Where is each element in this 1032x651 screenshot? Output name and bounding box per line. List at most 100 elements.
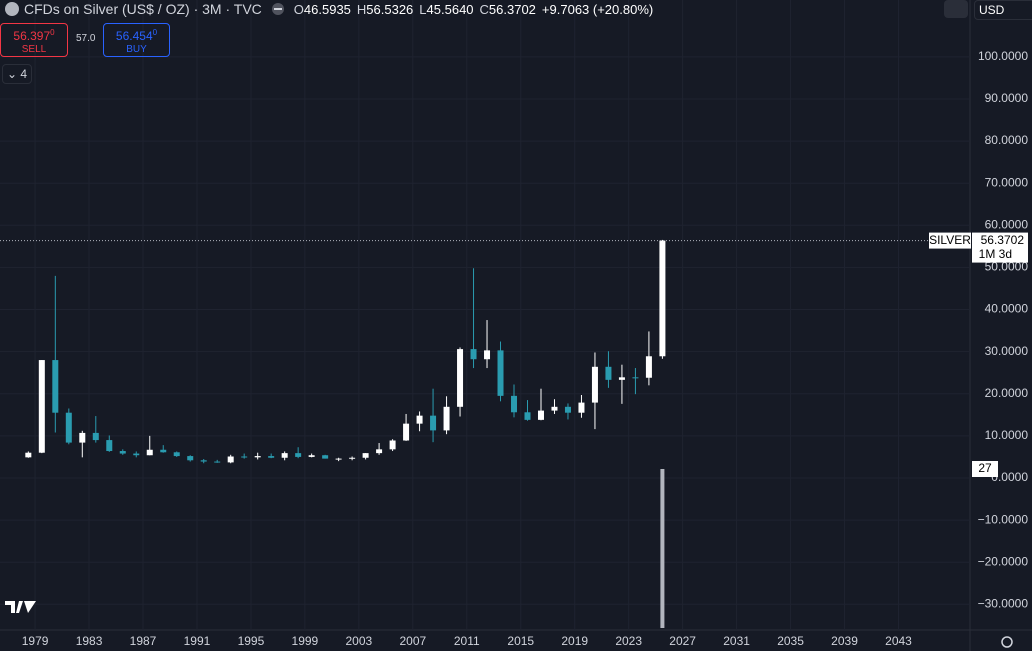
y-tick-label: 90.0000 bbox=[985, 91, 1029, 105]
y-tick-label: 40.0000 bbox=[985, 302, 1029, 316]
x-tick-label: 2015 bbox=[507, 634, 534, 648]
l-label: L bbox=[419, 1, 427, 17]
symbol-title: CFDs on Silver (US$ / OZ) · 3M · TVC bbox=[24, 1, 262, 17]
candle-body bbox=[605, 366, 612, 380]
candle-body bbox=[524, 412, 531, 420]
candle-body bbox=[645, 356, 652, 378]
candle-body bbox=[200, 460, 207, 462]
candle-body bbox=[187, 456, 194, 461]
candle-body bbox=[38, 360, 45, 453]
settings-icon[interactable] bbox=[1001, 636, 1013, 648]
x-tick-label: 2043 bbox=[885, 634, 912, 648]
candle-body bbox=[65, 412, 72, 443]
open-value: 46.5935 bbox=[303, 1, 351, 17]
c-label: C bbox=[479, 1, 489, 17]
candle-body bbox=[497, 350, 504, 396]
candle-body bbox=[214, 461, 221, 463]
change-value: +9.7063 (+20.80%) bbox=[541, 1, 654, 17]
x-tick-label: 2039 bbox=[831, 634, 858, 648]
sell-button[interactable]: 56.3970 SELL bbox=[0, 23, 68, 57]
candle-body bbox=[308, 455, 315, 457]
candle-body bbox=[659, 240, 666, 357]
spread: 57.0 bbox=[76, 33, 96, 44]
candle-body bbox=[511, 395, 518, 413]
candle-body bbox=[591, 366, 598, 403]
candle-body bbox=[173, 452, 180, 457]
candle-body bbox=[457, 349, 464, 407]
buy-price-row: 56.4540 bbox=[104, 26, 169, 43]
candle-body bbox=[618, 377, 625, 380]
candle-body bbox=[443, 406, 450, 431]
x-tick-label: 2011 bbox=[454, 634, 480, 648]
y-tick-label: 100.0000 bbox=[978, 49, 1028, 63]
currency-button[interactable]: USD bbox=[974, 0, 1032, 20]
buy-price: 56.454 bbox=[115, 29, 153, 43]
y-tick-label: 30.0000 bbox=[985, 344, 1029, 358]
candle-body bbox=[146, 449, 153, 456]
candle-body bbox=[416, 415, 423, 424]
candle-body bbox=[470, 349, 477, 360]
legend-bar: CFDs on Silver (US$ / OZ) · 3M · TVC O 46… bbox=[4, 0, 653, 18]
x-tick-label: 1987 bbox=[130, 634, 157, 648]
sell-fraction: 0 bbox=[50, 28, 55, 37]
candle-body bbox=[227, 456, 234, 463]
candle-body bbox=[268, 456, 275, 458]
candle-body bbox=[322, 455, 329, 459]
volume-label: 27 bbox=[978, 461, 992, 475]
buy-button[interactable]: 56.4540 BUY bbox=[103, 23, 170, 57]
y-tick-label: −30.0000 bbox=[978, 596, 1029, 610]
candle-body bbox=[484, 350, 491, 360]
indicator-count: 4 bbox=[20, 67, 28, 81]
y-tick-label: 0.0000 bbox=[991, 470, 1028, 484]
candle-body bbox=[79, 432, 86, 443]
x-tick-label: 1995 bbox=[238, 634, 265, 648]
x-tick-label: 1991 bbox=[184, 634, 211, 648]
candle-body bbox=[632, 377, 639, 379]
low-value: 45.5640 bbox=[426, 1, 474, 17]
x-tick-label: 1979 bbox=[22, 634, 49, 648]
chevron: ⌄ bbox=[6, 67, 21, 81]
candle-body bbox=[106, 440, 113, 452]
candle-body bbox=[389, 440, 396, 450]
candle-body bbox=[362, 453, 369, 458]
o-label: O bbox=[293, 1, 304, 17]
x-tick-label: 2035 bbox=[777, 634, 804, 648]
close-value: 56.3702 bbox=[488, 1, 536, 17]
eye-icon[interactable] bbox=[270, 2, 286, 16]
volume-bar bbox=[660, 469, 665, 628]
buy-fraction: 0 bbox=[152, 28, 158, 37]
candle-body bbox=[537, 410, 544, 420]
candle-body bbox=[295, 453, 302, 457]
candle-body bbox=[241, 456, 248, 458]
candle-body bbox=[403, 423, 410, 441]
candle-body bbox=[25, 452, 32, 458]
candle-body bbox=[133, 453, 140, 456]
price-tag-name: SILVER bbox=[929, 233, 971, 247]
x-tick-label: 2019 bbox=[561, 634, 588, 648]
candle-body bbox=[578, 402, 585, 413]
price-tag-value: 56.3702 bbox=[981, 233, 1025, 247]
candle-body bbox=[119, 451, 126, 454]
candle-body bbox=[281, 453, 288, 458]
x-tick-label: 2031 bbox=[723, 634, 750, 648]
indicators-toggle[interactable]: ⌄ 4 bbox=[2, 64, 32, 84]
sell-label: SELL bbox=[21, 44, 47, 55]
symbol-icon bbox=[5, 2, 19, 16]
candle-body bbox=[349, 457, 356, 459]
y-tick-label: 10.0000 bbox=[985, 428, 1029, 442]
h-label: H bbox=[356, 1, 367, 17]
y-tick-label: 60.0000 bbox=[985, 217, 1029, 231]
candle-body bbox=[376, 449, 383, 454]
price-tag-bg bbox=[972, 232, 1028, 263]
price-axis bbox=[970, 0, 1032, 651]
buy-label: BUY bbox=[126, 44, 147, 55]
y-tick-label: 70.0000 bbox=[985, 175, 1029, 189]
price-tag-name-bg bbox=[929, 232, 971, 249]
candle-body bbox=[335, 458, 342, 460]
fullscreen-button[interactable] bbox=[944, 0, 968, 18]
x-tick-label: 1983 bbox=[76, 634, 103, 648]
high-value: 56.5326 bbox=[366, 1, 414, 17]
candle-body bbox=[92, 432, 99, 441]
